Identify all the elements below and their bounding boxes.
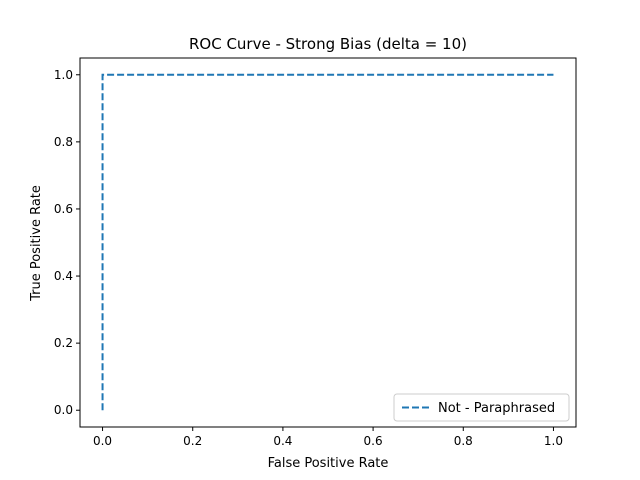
- y-tick-label: 0.4: [54, 269, 73, 283]
- y-tick-label: 1.0: [54, 68, 73, 82]
- y-tick-label: 0.0: [54, 403, 73, 417]
- chart-title: ROC Curve - Strong Bias (delta = 10): [189, 35, 467, 53]
- y-tick-label: 0.8: [54, 135, 73, 149]
- x-axis-label: False Positive Rate: [268, 456, 389, 471]
- x-tick-label: 0.6: [364, 434, 383, 448]
- axes-frame: [79, 57, 577, 428]
- series-line-1: [101, 73, 554, 411]
- legend-label: Not - Paraphrased: [438, 401, 555, 416]
- y-axis-label: True Positive Rate: [29, 185, 44, 302]
- plot-area: 0.0 0.2 0.4 0.6 0.8 1.0 0.0 0.2 0.4 0.6 0.8 1.0: [54, 57, 577, 448]
- x-tick-label: 0.2: [183, 434, 202, 448]
- x-tick-label: 1.0: [544, 434, 563, 448]
- legend-box: [393, 393, 570, 422]
- y-tick-label: 0.6: [54, 202, 73, 216]
- legend: Not - Paraphrased: [393, 393, 570, 422]
- x-tick-label: 0.8: [454, 434, 473, 448]
- y-tick-label: 0.2: [54, 336, 73, 350]
- x-tick-label: 0.4: [273, 434, 292, 448]
- x-tick-label: 0.0: [93, 434, 112, 448]
